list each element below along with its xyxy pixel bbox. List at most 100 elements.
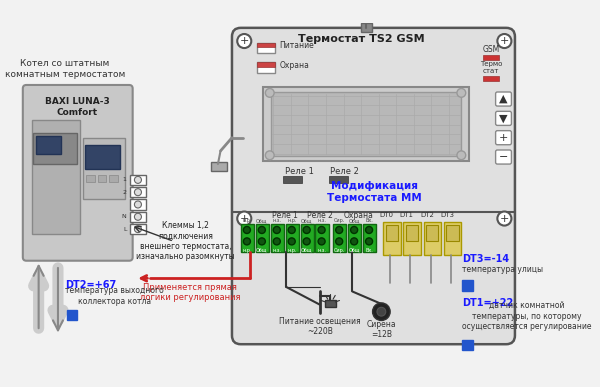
Text: Общ: Общ	[256, 218, 268, 223]
Bar	[211, 162, 227, 171]
Text: Вх.: Вх.	[365, 218, 373, 223]
FancyBboxPatch shape	[496, 150, 511, 164]
Circle shape	[134, 201, 142, 208]
Circle shape	[237, 34, 251, 48]
FancyBboxPatch shape	[496, 131, 511, 145]
Bar	[348, 224, 361, 252]
Circle shape	[288, 226, 295, 233]
Bar	[256, 224, 269, 252]
Text: Питание: Питание	[280, 41, 314, 50]
Text: +: +	[239, 214, 249, 224]
Text: +: +	[500, 36, 509, 46]
Text: 1: 1	[122, 177, 127, 182]
Text: Сир.: Сир.	[334, 248, 345, 253]
Bar	[301, 224, 314, 252]
Bar	[361, 24, 371, 32]
Bar	[83, 138, 125, 199]
Text: Реле 1: Реле 1	[284, 166, 314, 176]
Text: н.з.: н.з.	[272, 248, 281, 253]
Bar	[444, 222, 461, 255]
Text: Питание освещения
~220В: Питание освещения ~220В	[279, 317, 361, 336]
Text: Реле 1: Реле 1	[272, 211, 298, 219]
Circle shape	[273, 238, 280, 245]
Bar	[462, 340, 473, 350]
Text: температура улицы: температура улицы	[462, 265, 543, 274]
Text: DT1=+22: DT1=+22	[462, 298, 514, 308]
Text: н.з.: н.з.	[317, 248, 326, 253]
Bar	[271, 224, 284, 252]
Circle shape	[259, 238, 265, 245]
Bar	[257, 62, 275, 73]
Bar	[241, 224, 254, 252]
Bar	[406, 225, 418, 240]
Text: н.р.: н.р.	[287, 218, 296, 223]
Bar	[130, 175, 146, 185]
FancyBboxPatch shape	[232, 28, 515, 344]
Text: +: +	[499, 133, 508, 143]
Bar	[286, 224, 299, 252]
Bar	[271, 92, 461, 156]
Text: Термо
стат: Термо стат	[480, 61, 502, 74]
Circle shape	[497, 34, 511, 48]
Circle shape	[335, 238, 343, 245]
Circle shape	[318, 238, 325, 245]
Bar	[283, 176, 302, 183]
Text: GSM: GSM	[482, 45, 500, 54]
Bar	[329, 176, 348, 183]
Circle shape	[350, 238, 358, 245]
Bar	[98, 175, 106, 182]
Circle shape	[237, 212, 251, 226]
Text: Сир.: Сир.	[334, 218, 345, 223]
Circle shape	[318, 226, 325, 233]
Text: +: +	[239, 36, 249, 46]
Circle shape	[134, 213, 142, 220]
Text: Общ: Общ	[349, 248, 360, 253]
Bar	[263, 87, 469, 161]
Text: н.р.: н.р.	[242, 218, 251, 223]
Bar	[316, 224, 329, 252]
Circle shape	[497, 212, 511, 226]
Bar	[130, 224, 146, 235]
Text: DT2: DT2	[420, 212, 434, 218]
Text: н.р.: н.р.	[287, 248, 296, 253]
Text: Применяется прямая
логики регулирования: Применяется прямая логики регулирования	[140, 283, 240, 302]
Bar	[484, 76, 499, 81]
Bar	[325, 300, 335, 307]
Circle shape	[134, 226, 142, 233]
Text: BAXI LUNA-3
Comfort: BAXI LUNA-3 Comfort	[45, 97, 110, 116]
Text: L: L	[123, 227, 127, 231]
Text: Охрана: Охрана	[280, 61, 309, 70]
Text: Охрана: Охрана	[344, 211, 373, 219]
Text: ▼: ▼	[499, 113, 508, 123]
Bar	[403, 222, 421, 255]
Text: Котел со штатным
комнатным термостатом: Котел со штатным комнатным термостатом	[5, 60, 125, 79]
Circle shape	[350, 226, 358, 233]
Text: N: N	[122, 214, 127, 219]
Text: −: −	[499, 152, 508, 162]
Bar	[333, 224, 346, 252]
Text: Общ: Общ	[301, 218, 313, 223]
Circle shape	[288, 238, 295, 245]
Text: н.з.: н.з.	[317, 218, 326, 223]
Bar	[130, 212, 146, 222]
Bar	[484, 55, 499, 60]
Text: Общ: Общ	[256, 248, 268, 253]
Circle shape	[335, 226, 343, 233]
Text: датчик комнатной
температуры, по которому
осуществляется регулирование: датчик комнатной температуры, по котором…	[462, 301, 592, 331]
Bar	[32, 120, 80, 235]
Text: DT0: DT0	[380, 212, 394, 218]
Bar	[130, 187, 146, 197]
Bar	[426, 225, 439, 240]
FancyBboxPatch shape	[496, 111, 511, 125]
Bar	[257, 43, 275, 53]
Bar	[109, 175, 118, 182]
Circle shape	[265, 151, 274, 160]
Text: Вх.: Вх.	[365, 248, 373, 253]
Bar	[86, 175, 95, 182]
Circle shape	[365, 226, 373, 233]
Text: Модификация
Термостата ММ: Модификация Термостата ММ	[327, 182, 422, 203]
Bar	[424, 222, 441, 255]
Bar	[130, 199, 146, 210]
Text: DT1: DT1	[400, 212, 414, 218]
Text: DT3: DT3	[440, 212, 454, 218]
